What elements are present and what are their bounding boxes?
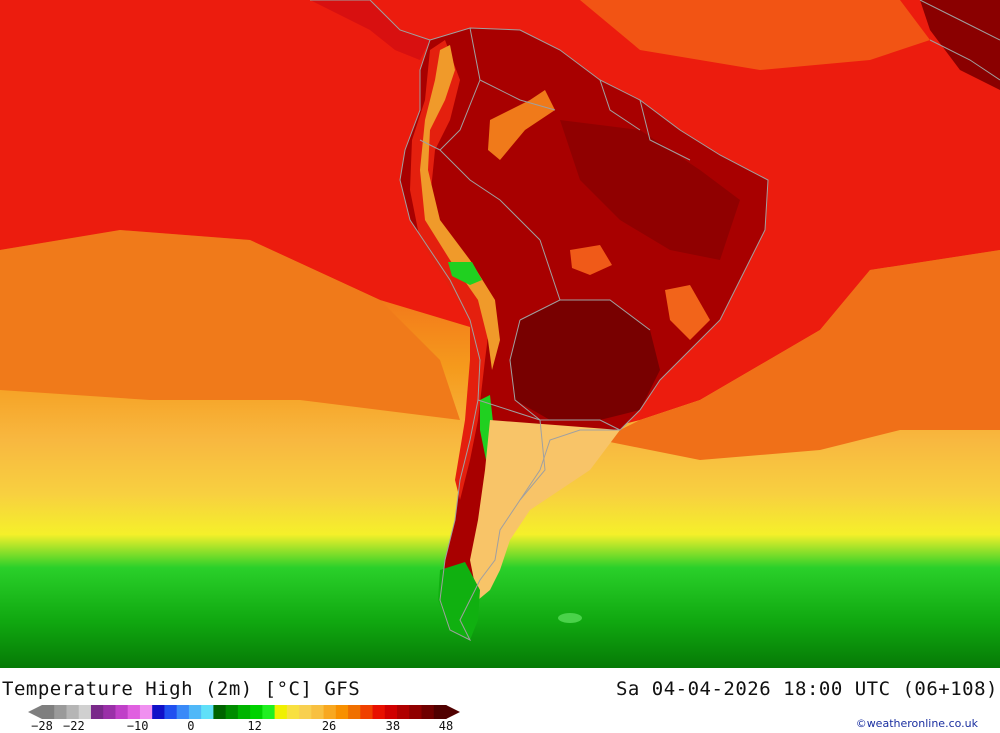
- land-central-america: [310, 0, 430, 60]
- legend-swatch: [213, 705, 227, 719]
- country-borders: [310, 0, 1000, 642]
- ocean-orange-west: [0, 230, 460, 420]
- land-highland-orange: [488, 90, 555, 160]
- land-hot-amazon: [560, 120, 740, 260]
- map-title: Temperature High (2m) [°C] GFS: [2, 678, 361, 700]
- legend-swatch: [433, 705, 447, 719]
- legend-swatch: [201, 705, 214, 719]
- legend-swatch: [139, 705, 153, 719]
- legend-tick-label: 48: [438, 719, 454, 733]
- legend-tick-label: −22: [63, 719, 85, 733]
- legend-swatch: [274, 705, 288, 719]
- legend-swatch: [360, 705, 374, 719]
- legend-swatch: [42, 705, 55, 719]
- legend-swatch: [409, 705, 423, 719]
- legend-swatch: [311, 705, 325, 719]
- land-hot-core: [510, 300, 660, 420]
- legend-swatch: [384, 705, 398, 719]
- legend-swatch: [152, 705, 165, 719]
- land-falklands: [558, 613, 582, 623]
- legend-swatch: [164, 705, 178, 719]
- legend-tick-label: 0: [187, 719, 195, 733]
- legend-swatch: [90, 705, 104, 719]
- legend-swatch: [335, 705, 349, 719]
- land-tierra-del-fuego: [438, 562, 480, 640]
- legend-tick-label: −28: [31, 719, 53, 733]
- legend-swatch: [176, 705, 190, 719]
- legend-tick-label: 12: [247, 719, 262, 733]
- legend-swatch: [323, 705, 337, 719]
- legend-swatch: [348, 705, 361, 719]
- land-andes-orange: [420, 45, 500, 370]
- land-andes-strip: [410, 40, 490, 500]
- legend-swatch: [54, 705, 67, 719]
- legend-swatch: [115, 705, 129, 719]
- legend-swatch: [250, 705, 263, 719]
- legend-swatch: [421, 705, 435, 719]
- legend-swatch: [225, 705, 239, 719]
- legend-swatch: [397, 705, 410, 719]
- legend-swatch: [188, 705, 202, 719]
- legend-arrow-high: [446, 705, 460, 719]
- legend-swatch: [78, 705, 92, 719]
- legend-swatch: [299, 705, 312, 719]
- land-patagonia: [470, 420, 620, 600]
- credit-link[interactable]: ©weatheronline.co.uk: [855, 717, 978, 730]
- legend-swatch: [237, 705, 251, 719]
- legend-swatch: [127, 705, 141, 719]
- temperature-map: [0, 0, 1000, 668]
- legend-swatch: [103, 705, 116, 719]
- ocean-orange-east: [600, 250, 1000, 460]
- color-legend: [28, 705, 460, 719]
- legend-swatch: [262, 705, 276, 719]
- legend-tick-label: 26: [321, 719, 337, 733]
- ocean-darkred-ne: [920, 0, 1000, 90]
- legend-swatch: [66, 705, 80, 719]
- land-highland-orange-2: [665, 285, 710, 340]
- valid-time: Sa 04-04-2026 18:00 UTC (06+108): [615, 678, 998, 700]
- legend-swatch: [286, 705, 300, 719]
- legend-tick-label: 38: [385, 719, 401, 733]
- land-highland-orange-3: [570, 245, 612, 275]
- legend-swatch: [372, 705, 386, 719]
- ocean-warm-north: [580, 0, 930, 70]
- land-andes-green: [448, 262, 482, 285]
- legend-arrow-low: [28, 705, 42, 719]
- legend-tick-label: −10: [126, 719, 149, 733]
